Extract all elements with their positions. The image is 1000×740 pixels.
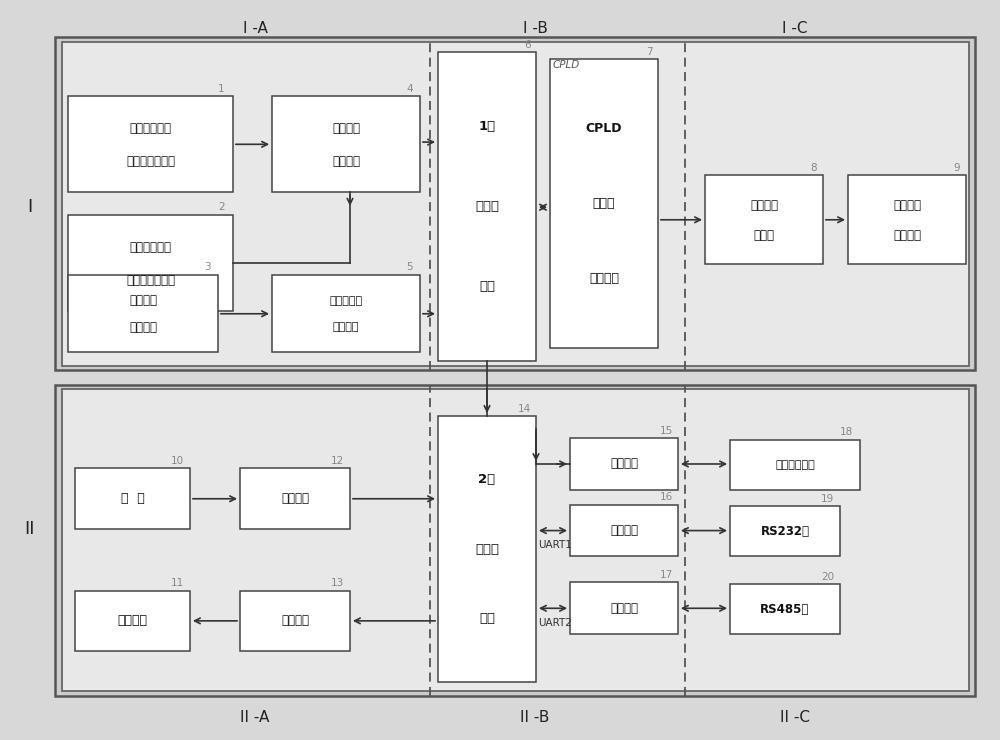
Text: RS232口: RS232口 bbox=[761, 525, 810, 538]
Text: 1: 1 bbox=[218, 84, 225, 94]
Text: CPLD: CPLD bbox=[553, 60, 580, 70]
FancyBboxPatch shape bbox=[438, 416, 536, 682]
Text: 系统: 系统 bbox=[479, 612, 495, 625]
Text: （电流互感器）: （电流互感器） bbox=[126, 274, 175, 286]
Text: 15: 15 bbox=[659, 425, 673, 436]
FancyBboxPatch shape bbox=[570, 582, 678, 634]
Text: 调理电路: 调理电路 bbox=[332, 155, 360, 168]
FancyBboxPatch shape bbox=[240, 591, 350, 651]
Text: 磁耦合器: 磁耦合器 bbox=[281, 614, 309, 628]
FancyBboxPatch shape bbox=[705, 175, 823, 264]
Text: 状态检测: 状态检测 bbox=[129, 321, 157, 334]
Text: 逻辑与: 逻辑与 bbox=[593, 197, 615, 210]
Text: 磁耦合器: 磁耦合器 bbox=[610, 524, 638, 537]
FancyBboxPatch shape bbox=[550, 59, 658, 348]
Text: 19: 19 bbox=[821, 494, 834, 504]
Text: 13: 13 bbox=[331, 578, 344, 588]
FancyBboxPatch shape bbox=[75, 591, 190, 651]
Text: I: I bbox=[27, 198, 33, 216]
Text: 以太网通讯口: 以太网通讯口 bbox=[775, 460, 815, 470]
Text: 调理电路: 调理电路 bbox=[333, 323, 359, 332]
Text: 开出回路: 开出回路 bbox=[893, 229, 921, 242]
FancyBboxPatch shape bbox=[848, 175, 966, 264]
FancyBboxPatch shape bbox=[240, 468, 350, 529]
Text: 组合系统: 组合系统 bbox=[589, 272, 619, 285]
Text: 1号: 1号 bbox=[478, 120, 496, 132]
Text: 2: 2 bbox=[218, 202, 225, 212]
FancyBboxPatch shape bbox=[75, 468, 190, 529]
Text: 耦合器: 耦合器 bbox=[754, 229, 774, 242]
FancyBboxPatch shape bbox=[68, 96, 233, 192]
FancyBboxPatch shape bbox=[272, 275, 420, 352]
FancyBboxPatch shape bbox=[438, 52, 536, 361]
Text: RS485口: RS485口 bbox=[760, 602, 810, 616]
Text: 7: 7 bbox=[646, 47, 653, 57]
Text: UART2: UART2 bbox=[538, 618, 572, 628]
Text: 6: 6 bbox=[524, 39, 531, 50]
Text: I -B: I -B bbox=[523, 21, 547, 36]
Text: 8: 8 bbox=[810, 163, 817, 173]
FancyBboxPatch shape bbox=[62, 389, 969, 691]
FancyBboxPatch shape bbox=[730, 440, 860, 490]
Text: 4: 4 bbox=[406, 84, 413, 94]
Text: 20: 20 bbox=[821, 571, 834, 582]
Text: 10: 10 bbox=[171, 456, 184, 466]
Text: 单片机: 单片机 bbox=[475, 200, 499, 213]
Text: 单片机: 单片机 bbox=[475, 542, 499, 556]
Text: I -A: I -A bbox=[243, 21, 267, 36]
Text: 5: 5 bbox=[406, 262, 413, 272]
FancyBboxPatch shape bbox=[730, 584, 840, 634]
Text: 开关量信号: 开关量信号 bbox=[329, 296, 363, 306]
Text: II: II bbox=[25, 520, 35, 538]
Text: 17: 17 bbox=[659, 570, 673, 580]
Text: 12: 12 bbox=[331, 456, 344, 466]
FancyBboxPatch shape bbox=[55, 385, 975, 696]
FancyBboxPatch shape bbox=[730, 506, 840, 556]
FancyBboxPatch shape bbox=[272, 96, 420, 192]
Text: II -A: II -A bbox=[240, 710, 270, 725]
Text: 三相电流检测: 三相电流检测 bbox=[130, 240, 172, 254]
Text: 3: 3 bbox=[204, 262, 210, 272]
Text: 9: 9 bbox=[953, 163, 960, 173]
Text: 三相电压检测: 三相电压检测 bbox=[130, 122, 172, 135]
Text: 液晶显示: 液晶显示 bbox=[118, 614, 148, 628]
Text: CPLD: CPLD bbox=[586, 122, 622, 135]
FancyBboxPatch shape bbox=[570, 505, 678, 556]
Text: 11: 11 bbox=[171, 578, 184, 588]
Text: 开关分合: 开关分合 bbox=[129, 295, 157, 307]
Text: （电压互感器）: （电压互感器） bbox=[126, 155, 175, 168]
FancyBboxPatch shape bbox=[55, 37, 975, 370]
Text: 18: 18 bbox=[840, 427, 853, 437]
FancyBboxPatch shape bbox=[570, 438, 678, 490]
Text: II -C: II -C bbox=[780, 710, 810, 725]
Text: 功率光电: 功率光电 bbox=[750, 199, 778, 212]
Text: 磁耦合器: 磁耦合器 bbox=[610, 602, 638, 615]
Text: 无功补偿: 无功补偿 bbox=[893, 199, 921, 212]
Text: I -C: I -C bbox=[782, 21, 808, 36]
Text: 磁耦合器: 磁耦合器 bbox=[610, 457, 638, 471]
Text: UART1: UART1 bbox=[538, 540, 572, 551]
Text: 键  盘: 键 盘 bbox=[121, 492, 144, 505]
Text: 磁耦合器: 磁耦合器 bbox=[281, 492, 309, 505]
Text: 2号: 2号 bbox=[478, 474, 496, 486]
FancyBboxPatch shape bbox=[62, 42, 969, 366]
Text: II -B: II -B bbox=[520, 710, 550, 725]
Text: 16: 16 bbox=[659, 492, 673, 502]
Text: 模拟信号: 模拟信号 bbox=[332, 122, 360, 135]
FancyBboxPatch shape bbox=[68, 215, 233, 311]
Text: 14: 14 bbox=[518, 403, 531, 414]
Text: 系统: 系统 bbox=[479, 280, 495, 293]
FancyBboxPatch shape bbox=[68, 275, 218, 352]
